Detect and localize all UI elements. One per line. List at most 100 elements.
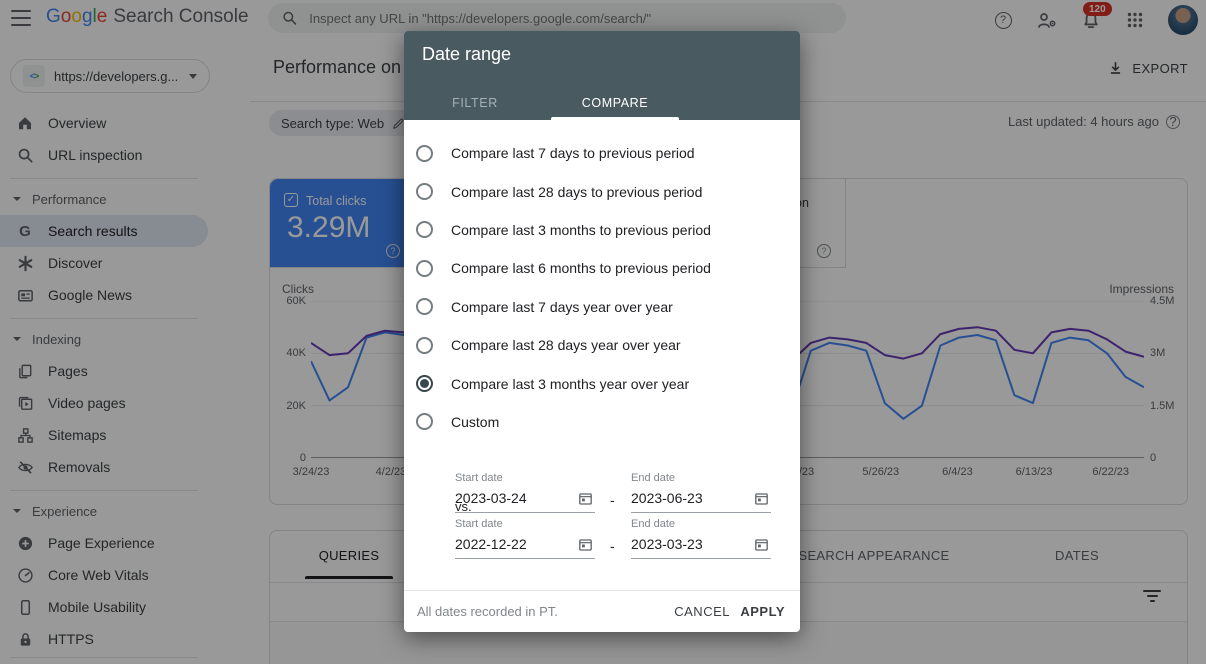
radio-icon[interactable] <box>416 336 433 354</box>
tab-filter[interactable]: FILTER <box>452 96 498 110</box>
compare-start-date-field[interactable] <box>455 533 595 559</box>
radio-icon[interactable] <box>416 259 433 277</box>
logo-suffix: Search Console <box>113 6 249 27</box>
total-clicks-tile[interactable]: ✓ Total clicks 3.29M ? <box>270 179 414 267</box>
compare-option[interactable]: Compare last 3 months to previous period <box>404 211 800 249</box>
search-type-label: Search type: Web <box>281 115 385 131</box>
logo-letter: l <box>92 6 97 27</box>
radio-icon[interactable] <box>416 183 433 201</box>
x-axis-tick: 6/4/23 <box>942 466 973 478</box>
last-updated-text: Last updated: 4 hours ago <box>1007 114 1159 129</box>
sidebar-item-google-news[interactable]: Google News <box>0 279 208 311</box>
collapse-caret-icon <box>13 337 21 341</box>
smartphone-icon <box>16 598 34 616</box>
menu-icon[interactable] <box>11 10 31 26</box>
filter-icon[interactable] <box>1143 590 1161 602</box>
calendar-icon[interactable] <box>578 491 593 511</box>
compare-option[interactable]: Compare last 6 months to previous period <box>404 249 800 287</box>
sidebar-item-https[interactable]: HTTPS <box>0 623 208 655</box>
radio-selected-icon[interactable] <box>416 375 433 393</box>
compare-option[interactable]: Compare last 7 days to previous period <box>404 134 800 172</box>
sidebar-item-url-inspection[interactable]: URL inspection <box>0 139 208 171</box>
sidebar-item-search-results[interactable]: G Search results <box>0 215 208 247</box>
divider <box>10 178 198 179</box>
compare-option-label: Compare last 28 days year over year <box>451 337 681 354</box>
account-avatar[interactable] <box>1168 5 1198 35</box>
end-date-field[interactable] <box>631 487 771 513</box>
calendar-icon[interactable] <box>754 537 769 557</box>
compare-option[interactable]: Compare last 7 days year over year <box>404 288 800 326</box>
user-settings-button[interactable] <box>1036 9 1058 31</box>
sidebar-item-label: Google News <box>48 287 133 303</box>
compare-option-label: Custom <box>451 413 500 430</box>
sidebar-item-page-experience[interactable]: Page Experience <box>0 527 208 559</box>
radio-icon[interactable] <box>416 413 433 431</box>
dialog-footer: All dates recorded in PT. CANCEL APPLY <box>404 590 800 632</box>
metric-value: 3.29M <box>287 211 371 244</box>
radio-icon[interactable] <box>416 298 433 316</box>
lock-icon <box>16 630 34 648</box>
cancel-button[interactable]: CANCEL <box>674 604 730 619</box>
search-icon <box>283 11 297 25</box>
section-label: Experience <box>32 503 98 519</box>
checkbox-checked-icon[interactable]: ✓ <box>284 193 298 207</box>
logo-letter: G <box>46 6 61 27</box>
compare-end-date-field[interactable] <box>631 533 771 559</box>
tab-dates[interactable]: DATES <box>1055 547 1099 563</box>
tab-queries[interactable]: QUERIES <box>318 547 380 563</box>
notifications-button[interactable]: 120 <box>1080 2 1112 31</box>
end-date-input[interactable] <box>631 487 743 506</box>
compare-option-label: Compare last 3 months year over year <box>451 375 690 392</box>
vs-label: vs. <box>455 499 472 514</box>
dialog-header: Date range FILTER COMPARE <box>404 31 800 120</box>
property-selector[interactable]: < > https://developers.g... <box>10 59 210 93</box>
sidebar-item-video-pages[interactable]: Video pages <box>0 387 208 419</box>
search-type-chip[interactable]: Search type: Web <box>269 110 418 136</box>
radio-icon[interactable] <box>416 221 433 239</box>
section-indexing[interactable]: Indexing <box>0 327 208 351</box>
sidebar-item-removals[interactable]: Removals <box>0 451 208 483</box>
sidebar-item-sitemaps[interactable]: Sitemaps <box>0 419 208 451</box>
compare-option[interactable]: Custom <box>404 403 800 441</box>
radio-icon[interactable] <box>416 144 433 162</box>
sidebar-item-core-web-vitals[interactable]: Core Web Vitals <box>0 559 208 591</box>
sidebar-item-mobile-usability[interactable]: Mobile Usability <box>0 591 208 623</box>
section-performance[interactable]: Performance <box>0 187 208 211</box>
tab-compare[interactable]: COMPARE <box>581 96 649 110</box>
help-icon[interactable]: ? <box>1166 114 1180 129</box>
compare-option-label: Compare last 3 months to previous period <box>451 221 711 238</box>
help-button[interactable]: ? <box>992 9 1014 31</box>
sidebar-item-label: Pages <box>48 363 88 379</box>
compare-option[interactable]: Compare last 3 months year over year <box>404 364 800 402</box>
compare-start-date-input[interactable] <box>455 533 567 552</box>
apply-button[interactable]: APPLY <box>740 604 785 619</box>
help-icon[interactable]: ? <box>817 244 831 258</box>
compare-option-label: Compare last 7 days year over year <box>451 298 673 315</box>
start-date-field[interactable] <box>455 487 595 513</box>
google-apps-button[interactable] <box>1124 9 1146 31</box>
x-axis-tick: 4/2/23 <box>375 466 407 478</box>
section-experience[interactable]: Experience <box>0 499 208 523</box>
sidebar-item-discover[interactable]: Discover <box>0 247 208 279</box>
metric-label: Total clicks <box>306 194 367 208</box>
start-date-input[interactable] <box>455 487 567 506</box>
news-icon <box>16 286 34 304</box>
compare-option[interactable]: Compare last 28 days year over year <box>404 326 800 364</box>
help-icon[interactable]: ? <box>386 244 400 258</box>
compare-end-date-input[interactable] <box>631 533 743 552</box>
url-inspect-input[interactable] <box>309 10 832 26</box>
help-icon: ? <box>994 11 1012 29</box>
compare-option-label: Compare last 7 days to previous period <box>451 145 695 162</box>
sidebar-item-overview[interactable]: Overview <box>0 107 208 139</box>
export-button[interactable]: EXPORT <box>1108 60 1188 76</box>
calendar-icon[interactable] <box>754 491 769 511</box>
sidebar-item-pages[interactable]: Pages <box>0 355 208 387</box>
calendar-icon[interactable] <box>578 537 593 557</box>
compare-option[interactable]: Compare last 28 days to previous period <box>404 172 800 210</box>
left-axis-tick: 0 <box>299 452 306 464</box>
sidebar-item-label: Video pages <box>48 395 126 411</box>
tab-search-appearance[interactable]: SEARCH APPEARANCE <box>798 547 950 563</box>
url-inspect-search-bar[interactable] <box>268 3 846 33</box>
sidebar-item-label: Mobile Usability <box>48 599 147 615</box>
page-title: Performance on S <box>273 57 419 77</box>
